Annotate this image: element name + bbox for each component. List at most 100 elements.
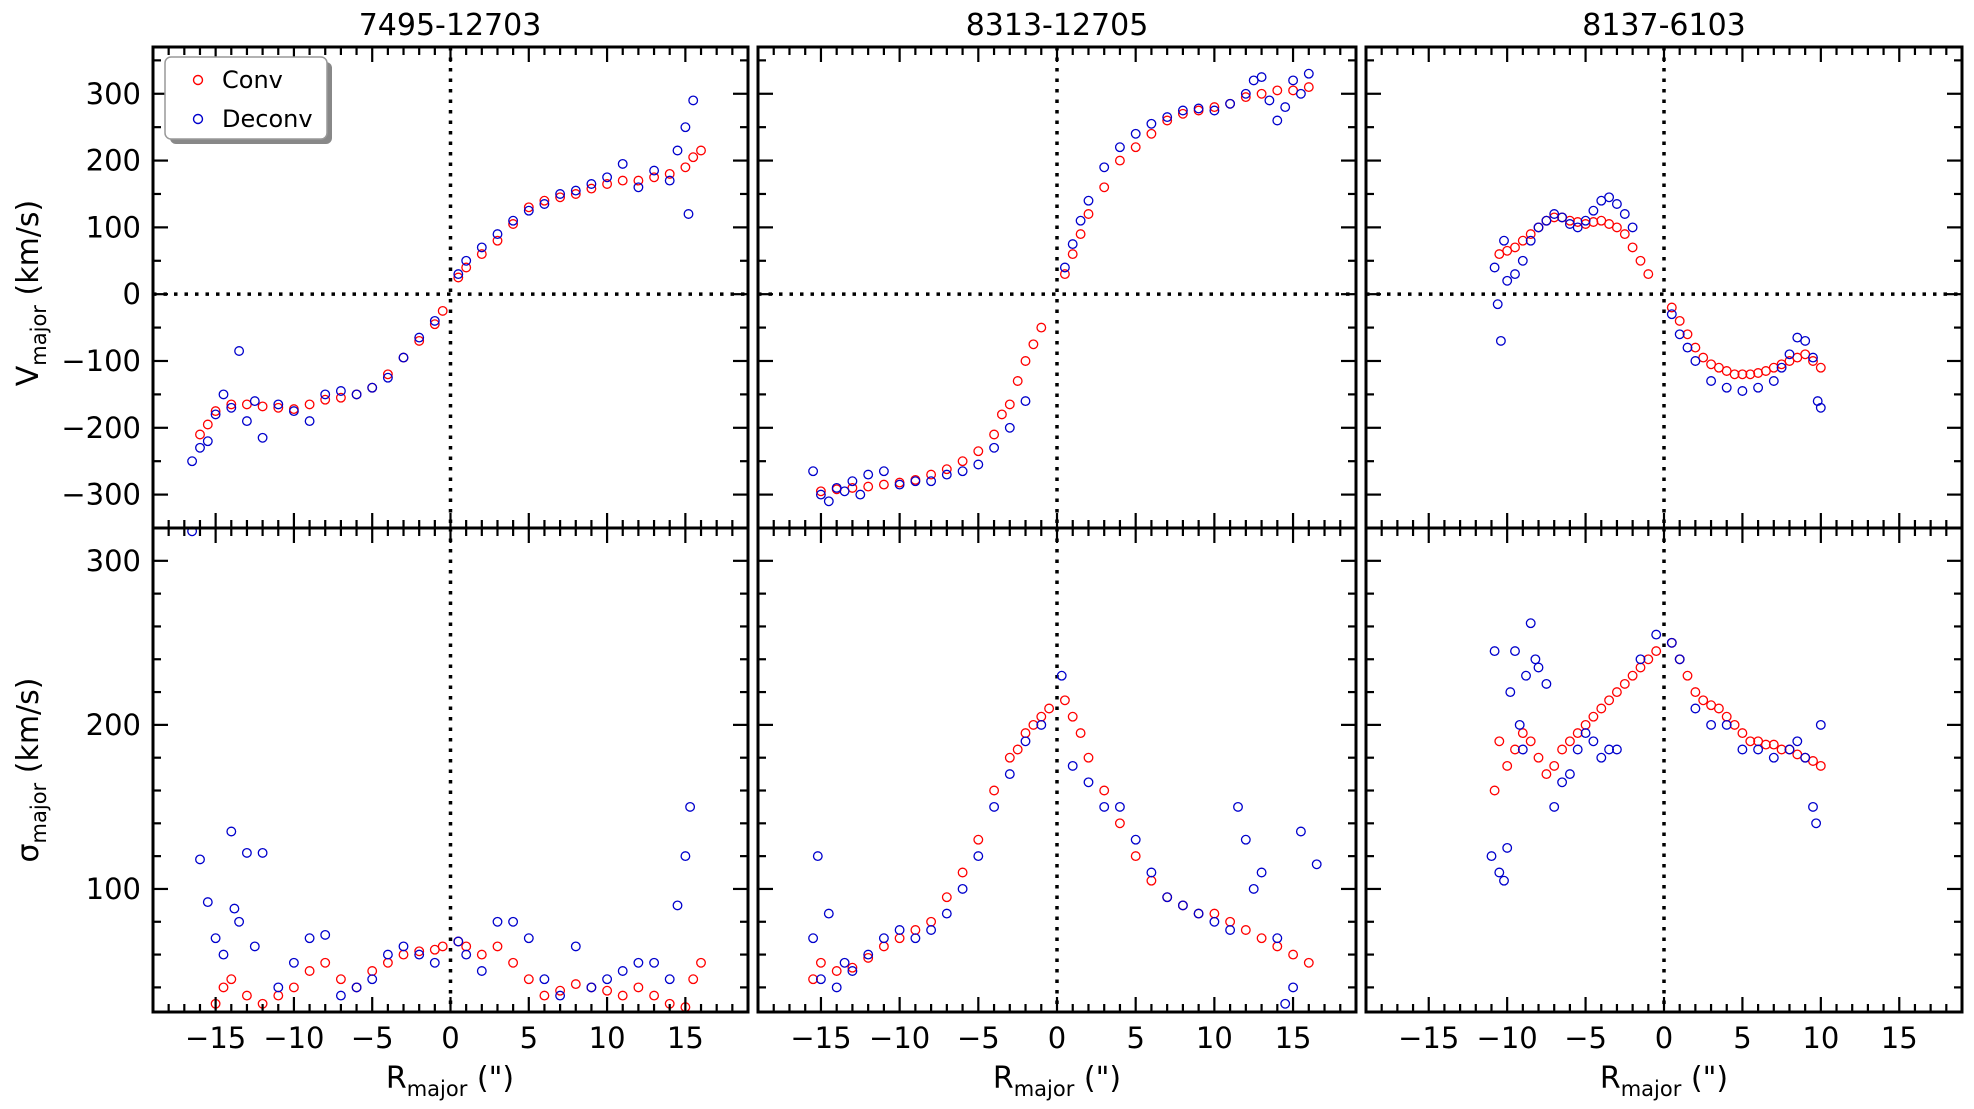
conv-point-velocity-2-26 [1162, 115, 1173, 126]
deconv-point-dispersion-2-26 [1162, 892, 1173, 903]
conv-point-dispersion-2-15 [1020, 728, 1031, 739]
deconv-point-velocity-3-2 [1495, 335, 1506, 346]
deconv-point-dispersion-3-2 [1494, 867, 1505, 878]
conv-point-velocity-2-31 [1240, 92, 1251, 103]
conv-point-dispersion-1-25 [570, 979, 581, 990]
conv-point-velocity-2-12 [996, 409, 1007, 420]
conv-point-dispersion-3-24 [1682, 670, 1693, 681]
y-tick-label-velocity-1-5: 200 [86, 144, 141, 178]
deconv-point-velocity-2-15 [989, 442, 1000, 453]
deconv-point-dispersion-1-31 [586, 982, 597, 993]
y-tick-label-velocity-1-4: 100 [86, 210, 141, 244]
conv-point-velocity-2-3 [863, 481, 874, 492]
conv-point-dispersion-3-10 [1564, 736, 1575, 747]
conv-point-velocity-2-15 [1020, 356, 1031, 366]
deconv-point-velocity-3-8 [1533, 222, 1544, 233]
conv-point-dispersion-2-19 [1059, 695, 1070, 706]
deconv-point-dispersion-3-12 [1533, 662, 1544, 673]
deconv-point-dispersion-1-17 [367, 974, 378, 985]
conv-point-velocity-1-23 [523, 202, 534, 213]
deconv-point-velocity-1-22 [461, 255, 472, 266]
y-tick-label-velocity-1-6: 300 [86, 77, 141, 111]
x-tick-label-dispersion-1-3: 0 [441, 1021, 459, 1055]
conv-point-dispersion-2-33 [1256, 933, 1267, 944]
deconv-point-velocity-3-10 [1549, 209, 1560, 219]
deconv-point-velocity-2-22 [1099, 162, 1110, 173]
deconv-point-velocity-1-18 [398, 352, 409, 363]
deconv-point-velocity-2-4 [839, 486, 850, 497]
deconv-point-velocity-2-6 [855, 489, 866, 500]
deconv-point-velocity-3-24 [1690, 356, 1701, 366]
conv-point-velocity-2-20 [1075, 229, 1086, 240]
conv-point-velocity-3-15 [1611, 222, 1622, 233]
conv-point-dispersion-3-4 [1517, 728, 1528, 739]
conv-point-velocity-1-9 [320, 394, 331, 405]
conv-point-dispersion-3-32 [1745, 736, 1756, 747]
deconv-point-dispersion-1-26 [508, 916, 519, 927]
y-tick-label-velocity-1-1: −200 [61, 411, 141, 445]
deconv-point-dispersion-3-0 [1486, 851, 1497, 862]
conv-point-dispersion-1-16 [437, 941, 448, 952]
deconv-point-dispersion-3-6 [1510, 646, 1520, 657]
deconv-point-velocity-3-29 [1768, 376, 1779, 386]
conv-point-dispersion-3-19 [1635, 662, 1646, 673]
deconv-point-dispersion-2-22 [1099, 801, 1110, 812]
conv-point-dispersion-1-28 [617, 990, 628, 1001]
deconv-point-dispersion-3-18 [1580, 728, 1591, 739]
deconv-point-dispersion-2-16 [1004, 769, 1015, 780]
x-axis-label-2-unit: (") [1074, 1061, 1121, 1096]
legend-conv-label: Conv [222, 66, 283, 94]
deconv-point-velocity-3-20 [1627, 222, 1638, 233]
deconv-point-velocity-1-31 [602, 172, 613, 183]
conv-point-velocity-3-12 [1588, 217, 1599, 227]
conv-point-dispersion-1-27 [602, 985, 613, 996]
deconv-point-dispersion-3-27 [1690, 703, 1701, 714]
deconv-point-velocity-2-14 [973, 459, 984, 470]
deconv-point-velocity-3-19 [1619, 209, 1630, 219]
deconv-point-dispersion-3-22 [1611, 744, 1622, 755]
y-tick-label-dispersion-1-1: 200 [86, 708, 141, 742]
deconv-point-velocity-3-18 [1611, 199, 1622, 209]
conv-point-velocity-2-32 [1256, 88, 1267, 99]
conv-point-velocity-2-16 [1028, 339, 1039, 350]
deconv-point-dispersion-2-38 [1295, 826, 1306, 837]
deconv-point-velocity-2-33 [1256, 72, 1267, 83]
conv-point-velocity-1-24 [539, 195, 550, 206]
deconv-point-dispersion-3-3 [1499, 875, 1509, 886]
deconv-point-dispersion-2-29 [1209, 916, 1220, 927]
conv-point-dispersion-3-0 [1489, 785, 1500, 796]
frame-velocity-2 [756, 45, 1358, 530]
deconv-point-dispersion-2-0 [808, 933, 819, 944]
conv-point-dispersion-3-7 [1541, 769, 1552, 780]
legend-deconv-label: Deconv [222, 105, 313, 133]
deconv-point-dispersion-1-5 [226, 826, 237, 837]
deconv-point-velocity-3-14 [1580, 215, 1591, 226]
deconv-point-dispersion-2-23 [1114, 801, 1125, 812]
conv-point-dispersion-3-16 [1611, 687, 1622, 698]
conv-point-velocity-2-24 [1130, 142, 1141, 153]
conv-point-velocity-1-17 [437, 305, 448, 316]
deconv-point-velocity-2-8 [878, 466, 889, 477]
y-tick-label-velocity-1-3: 0 [123, 277, 141, 311]
x-tick-label-dispersion-1-4: 5 [520, 1021, 538, 1055]
deconv-point-dispersion-3-38 [1815, 719, 1826, 730]
conv-point-velocity-3-4 [1525, 229, 1536, 240]
conv-point-dispersion-1-14 [414, 946, 425, 957]
deconv-point-velocity-1-26 [523, 205, 534, 216]
conv-point-dispersion-2-25 [1130, 851, 1141, 862]
deconv-point-velocity-2-1 [815, 489, 826, 500]
deconv-point-velocity-2-18 [1059, 262, 1070, 273]
conv-point-velocity-2-14 [1012, 376, 1023, 386]
x-axis-label-3-unit: (") [1681, 1061, 1728, 1096]
y-axis-label-velocity: Vmajor (km/s) [11, 200, 51, 386]
deconv-point-velocity-1-20 [429, 315, 440, 326]
deconv-point-dispersion-1-13 [304, 933, 315, 944]
conv-point-velocity-1-7 [288, 404, 299, 415]
deconv-point-velocity-1-35 [664, 175, 675, 186]
deconv-point-velocity-3-6 [1517, 255, 1528, 266]
conv-point-dispersion-3-6 [1533, 752, 1544, 763]
deconv-point-dispersion-1-8 [241, 847, 252, 858]
conv-point-dispersion-2-12 [989, 785, 1000, 796]
conv-point-dispersion-3-12 [1580, 719, 1591, 730]
deconv-point-dispersion-2-8 [878, 933, 889, 944]
